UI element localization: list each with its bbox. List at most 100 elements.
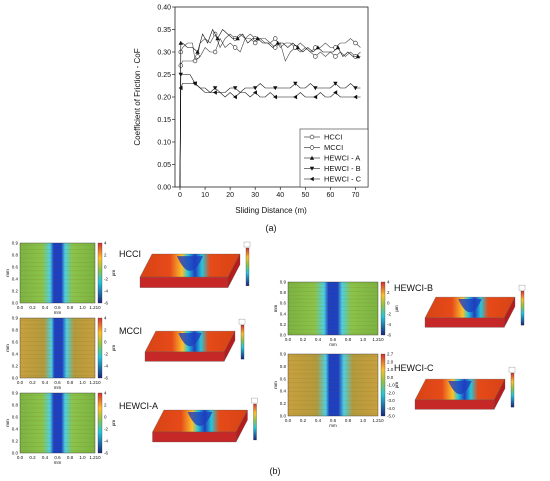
surface-map-3d <box>139 241 251 288</box>
x-tick-label: 40 <box>276 192 284 199</box>
map-x-tick: 0.4 <box>42 380 49 385</box>
data-point <box>333 81 338 86</box>
map-x-tick: 1.210 <box>89 305 101 310</box>
map-x-tick: 1.0 <box>360 337 367 342</box>
surface-map-3d <box>424 284 526 328</box>
map-x-tick: 0.0 <box>285 418 292 423</box>
map-y-tick: 0.2 <box>280 322 287 327</box>
colorbar-unit: µm <box>111 270 116 277</box>
map-y-tick: 0.0 <box>12 376 19 381</box>
map-x-tick: 0.6 <box>330 337 337 342</box>
data-point <box>212 90 217 95</box>
map-y-tick: 0.6 <box>12 340 19 345</box>
map-x-tick: 1.210 <box>372 337 384 342</box>
surface-map-2d: 0.90.80.60.40.20.00.0 0.2 0.4 0.6 0.8 1.0 1.21… <box>5 316 142 391</box>
colorbar-tick: 2 <box>387 290 390 295</box>
colorbar <box>380 281 386 336</box>
map-x-tick: 1.0 <box>79 380 86 385</box>
data-point <box>273 36 278 41</box>
data-point <box>275 40 280 45</box>
surface-side <box>504 297 516 328</box>
legend-label: MCCI <box>324 143 343 152</box>
colorbar-3d <box>253 403 257 441</box>
data-point <box>178 72 183 77</box>
data-point <box>333 90 338 95</box>
map-x-tick: 0.8 <box>67 305 74 310</box>
colorbar-tick: 2.0 <box>387 359 394 364</box>
map-y-unit: mm <box>5 344 10 352</box>
colorbar-tick: -1.0 <box>387 383 395 388</box>
data-point <box>353 86 358 91</box>
wear-track <box>177 256 203 271</box>
surface-map-3d <box>152 397 258 443</box>
colorbar-unit: µm <box>394 382 399 389</box>
surface-side <box>235 409 248 443</box>
colorbar-tick: 4 <box>387 280 390 285</box>
map-y-tick: 0.4 <box>12 277 19 282</box>
map-y-tick: 0.2 <box>12 289 19 294</box>
surface-maps: 0.90.80.60.40.20.00.0 0.2 0.4 0.6 0.8 1.0 1.21… <box>5 241 526 465</box>
data-point <box>315 45 321 50</box>
map-x-tick: 0.8 <box>345 337 352 342</box>
map-y-tick: 0.8 <box>12 253 19 258</box>
data-point <box>195 49 200 54</box>
map-y-tick: 0.9 <box>280 352 287 357</box>
data-point <box>273 94 278 100</box>
colorbar <box>97 317 103 379</box>
data-point <box>215 36 220 41</box>
colorbar-tick: 4 <box>104 241 107 246</box>
colorbar-tick: 4 <box>104 316 107 321</box>
map-y-tick: 0.9 <box>12 241 19 246</box>
data-point <box>253 40 258 46</box>
map-x-tick: 0.8 <box>67 380 74 385</box>
colorbar-tick: -4 <box>104 289 108 294</box>
y-tick-label: 0.00 <box>157 184 171 191</box>
map-y-tick: 0.0 <box>280 333 287 338</box>
map-y-tick: 0.2 <box>280 401 287 406</box>
map-x-tick: 0.8 <box>345 418 352 423</box>
map-x-tick: 0.0 <box>17 305 24 310</box>
colorbar-tick: -2 <box>104 352 108 357</box>
data-point <box>313 94 318 100</box>
map-y-tick: 0.6 <box>280 301 287 306</box>
surface-map-2d: 0.90.80.60.40.20.00.0 0.2 0.4 0.6 0.8 1.0 1.21… <box>273 280 433 348</box>
map-y-tick: 0.6 <box>280 376 287 381</box>
map-y-tick: 0.6 <box>12 265 19 270</box>
sample-label: MCCI <box>119 326 142 336</box>
data-point <box>255 36 260 41</box>
data-point <box>178 40 183 45</box>
data-point <box>212 86 218 91</box>
data-point <box>293 81 298 86</box>
legend-marker <box>309 155 315 160</box>
x-tick-label: 60 <box>327 192 335 199</box>
y-tick-label: 0.30 <box>157 49 171 56</box>
data-point <box>253 86 258 91</box>
colorbar-tick: 0 <box>387 301 390 306</box>
map-x-tick: 0.4 <box>42 305 49 310</box>
data-point <box>355 54 361 59</box>
surface-side <box>224 331 236 362</box>
surface-map-3d <box>414 366 516 410</box>
map-x-tick: 0.2 <box>29 305 36 310</box>
data-point <box>313 86 318 91</box>
wear-track <box>448 380 472 395</box>
map-x-tick: 0.8 <box>67 455 74 460</box>
series-line <box>179 74 361 188</box>
heatmap-image <box>287 281 379 336</box>
map-y-tick: 0.0 <box>280 414 287 419</box>
map-y-unit: mm <box>5 419 10 427</box>
y-tick-label: 0.35 <box>157 27 171 34</box>
colorbar-tick: -2 <box>104 277 108 282</box>
map-x-tick: 0.6 <box>54 455 61 460</box>
map-y-tick: 0.9 <box>12 391 19 396</box>
colorbar-tick: 0 <box>104 340 107 345</box>
map-y-tick: 0.4 <box>280 311 287 316</box>
surface-front <box>152 431 237 443</box>
colorbar-tick: -6 <box>104 451 108 456</box>
colorbar <box>97 242 103 304</box>
colorbar-tick: -2 <box>387 311 391 316</box>
map-x-tick: 0.0 <box>17 455 24 460</box>
data-point <box>232 45 238 50</box>
colorbar-tick: 4 <box>104 391 107 396</box>
